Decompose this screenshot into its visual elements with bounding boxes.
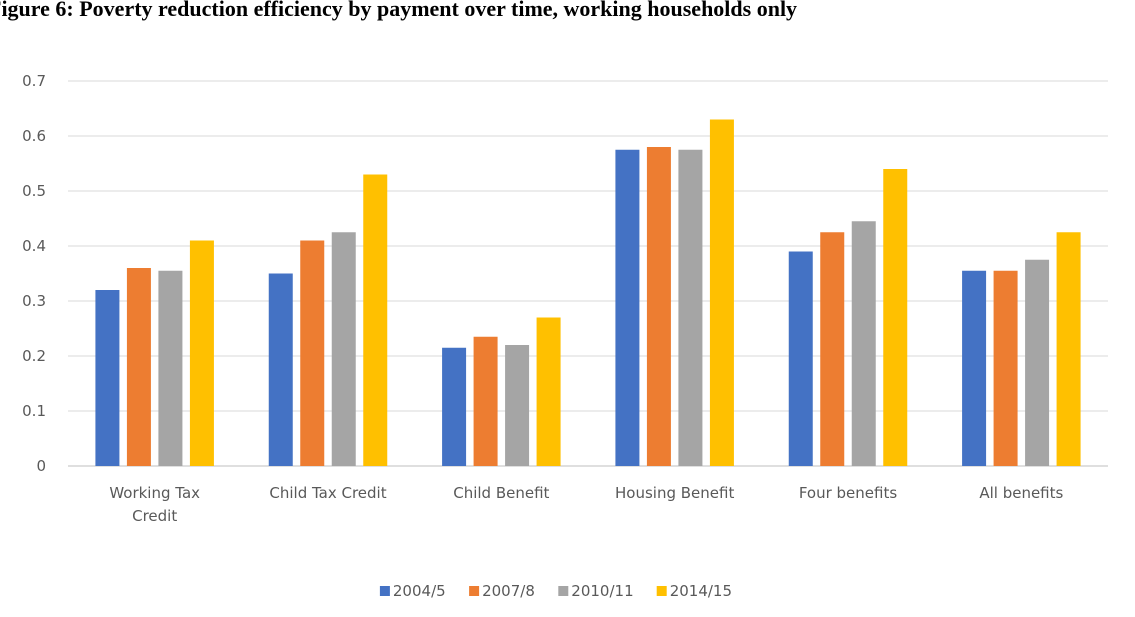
bar bbox=[1025, 259, 1050, 466]
bar bbox=[646, 147, 671, 466]
x-tick-label: Housing Benefit bbox=[615, 484, 734, 502]
bar bbox=[1056, 232, 1081, 466]
legend-label: 2014/15 bbox=[670, 582, 732, 600]
bar bbox=[851, 221, 876, 466]
bar bbox=[709, 119, 734, 466]
x-tick-label: All benefits bbox=[979, 484, 1063, 502]
y-tick-label: 0 bbox=[36, 457, 46, 475]
bar bbox=[883, 169, 908, 466]
bar bbox=[331, 232, 356, 466]
x-tick-label: Working Tax Credit bbox=[109, 484, 200, 525]
y-tick-label: 0.6 bbox=[22, 127, 46, 145]
bar bbox=[189, 240, 214, 466]
bar bbox=[993, 270, 1018, 466]
bar bbox=[678, 149, 703, 466]
bar bbox=[363, 174, 388, 466]
legend-label: 2004/5 bbox=[393, 582, 446, 600]
bar bbox=[126, 268, 151, 466]
bar bbox=[536, 317, 561, 466]
bar bbox=[505, 345, 530, 466]
chart-title: Figure 6: Poverty reduction efficiency b… bbox=[0, 0, 797, 21]
bar bbox=[615, 149, 640, 466]
bar bbox=[95, 290, 120, 466]
bar bbox=[820, 232, 845, 466]
y-tick-label: 0.7 bbox=[22, 72, 46, 90]
y-tick-label: 0.1 bbox=[22, 402, 46, 420]
y-tick-label: 0.4 bbox=[22, 237, 46, 255]
y-tick-label: 0.5 bbox=[22, 182, 46, 200]
bar bbox=[442, 347, 467, 466]
bar bbox=[473, 336, 498, 466]
bar bbox=[158, 270, 183, 466]
legend-swatch bbox=[656, 586, 667, 596]
legend-label: 2007/8 bbox=[482, 582, 535, 600]
y-tick-label: 0.2 bbox=[22, 347, 46, 365]
legend-swatch bbox=[379, 586, 390, 596]
x-tick-label: Child Benefit bbox=[453, 484, 549, 502]
x-tick-label: Four benefits bbox=[799, 484, 898, 502]
legend-label: 2010/11 bbox=[571, 582, 633, 600]
bar bbox=[268, 273, 293, 466]
x-tick-label: Child Tax Credit bbox=[269, 484, 386, 502]
legend-swatch bbox=[558, 586, 569, 596]
bar bbox=[300, 240, 325, 466]
y-tick-label: 0.3 bbox=[22, 292, 46, 310]
legend-swatch bbox=[469, 586, 480, 596]
bar bbox=[788, 251, 813, 466]
bar bbox=[962, 270, 987, 466]
